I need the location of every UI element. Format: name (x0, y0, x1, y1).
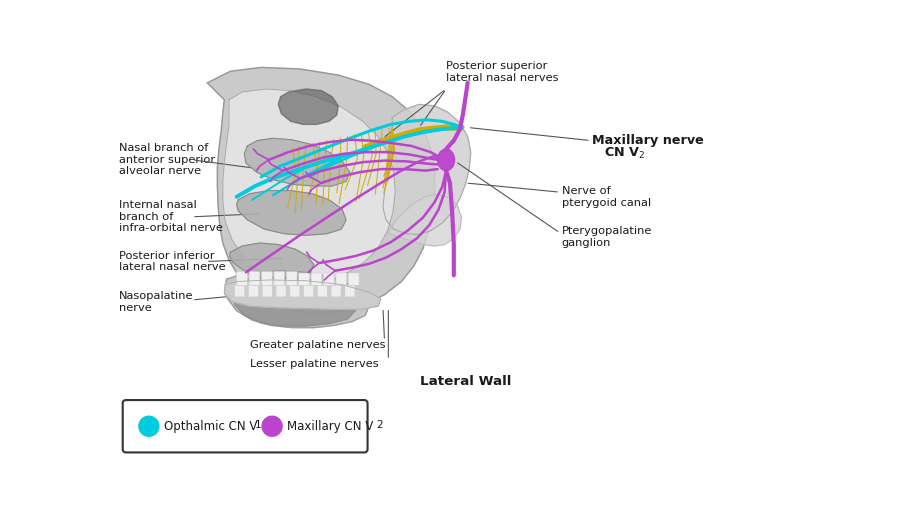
Text: Posterior inferior
lateral nasal nerve: Posterior inferior lateral nasal nerve (119, 251, 226, 272)
Text: 2: 2 (376, 420, 382, 430)
FancyBboxPatch shape (249, 271, 260, 285)
FancyBboxPatch shape (348, 273, 359, 285)
Text: Pterygopalatine
ganglion: Pterygopalatine ganglion (562, 226, 652, 248)
Text: Nasal branch of
anterior superior
alveolar nerve: Nasal branch of anterior superior alveol… (119, 143, 215, 176)
Text: Internal nasal
branch of
infra-orbital nerve: Internal nasal branch of infra-orbital n… (119, 200, 223, 233)
Text: Greater palatine nerves: Greater palatine nerves (250, 340, 385, 349)
Polygon shape (383, 104, 471, 235)
FancyBboxPatch shape (236, 271, 247, 285)
Polygon shape (236, 191, 346, 235)
Polygon shape (223, 89, 395, 283)
Text: Maxillary nerve: Maxillary nerve (593, 134, 704, 147)
FancyBboxPatch shape (324, 273, 335, 285)
Text: Posterior superior
lateral nasal nerves: Posterior superior lateral nasal nerves (446, 61, 558, 83)
Circle shape (262, 416, 282, 436)
Polygon shape (278, 89, 338, 125)
Text: Opthalmic CN V: Opthalmic CN V (164, 420, 258, 433)
Text: Lateral Wall: Lateral Wall (419, 375, 511, 388)
Polygon shape (389, 194, 462, 246)
FancyBboxPatch shape (304, 285, 314, 297)
Polygon shape (207, 67, 435, 314)
Text: Lesser palatine nerves: Lesser palatine nerves (250, 359, 378, 369)
Polygon shape (244, 138, 350, 186)
Polygon shape (230, 243, 314, 279)
Text: 1: 1 (255, 420, 262, 430)
FancyBboxPatch shape (123, 400, 367, 452)
FancyBboxPatch shape (311, 273, 322, 285)
FancyBboxPatch shape (274, 271, 285, 285)
Polygon shape (232, 277, 355, 326)
FancyBboxPatch shape (318, 285, 327, 297)
Text: Maxillary CN V: Maxillary CN V (288, 420, 373, 433)
Polygon shape (225, 280, 381, 309)
FancyBboxPatch shape (276, 285, 286, 297)
Ellipse shape (437, 149, 455, 171)
FancyBboxPatch shape (336, 273, 346, 285)
Text: Nerve of
pterygoid canal: Nerve of pterygoid canal (562, 186, 650, 208)
FancyBboxPatch shape (331, 285, 341, 297)
Text: Nasopalatine
nerve: Nasopalatine nerve (119, 292, 193, 313)
FancyBboxPatch shape (290, 285, 299, 297)
FancyBboxPatch shape (286, 271, 297, 285)
Polygon shape (226, 271, 369, 328)
FancyBboxPatch shape (262, 285, 272, 297)
FancyBboxPatch shape (235, 285, 244, 297)
Circle shape (139, 416, 159, 436)
Text: CN V$_2$: CN V$_2$ (604, 146, 645, 161)
FancyBboxPatch shape (262, 271, 272, 285)
FancyBboxPatch shape (345, 285, 354, 297)
FancyBboxPatch shape (249, 285, 259, 297)
FancyBboxPatch shape (299, 273, 309, 285)
